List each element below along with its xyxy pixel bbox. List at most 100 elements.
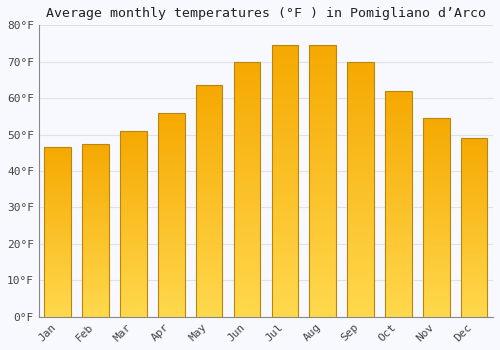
- Bar: [385, 111, 411, 113]
- Bar: [385, 204, 411, 206]
- Bar: [234, 312, 260, 314]
- Bar: [120, 270, 146, 272]
- Bar: [348, 251, 374, 253]
- Bar: [423, 122, 450, 124]
- Bar: [44, 191, 71, 193]
- Bar: [82, 144, 109, 317]
- Bar: [310, 227, 336, 230]
- Bar: [158, 253, 184, 256]
- Bar: [82, 218, 109, 220]
- Bar: [348, 156, 374, 159]
- Bar: [310, 178, 336, 181]
- Bar: [272, 111, 298, 113]
- Bar: [158, 180, 184, 182]
- Bar: [82, 256, 109, 258]
- Bar: [158, 166, 184, 168]
- Bar: [272, 176, 298, 178]
- Bar: [423, 214, 450, 216]
- Bar: [385, 159, 411, 161]
- Bar: [196, 130, 222, 132]
- Bar: [158, 307, 184, 309]
- Bar: [348, 151, 374, 154]
- Bar: [310, 238, 336, 241]
- Bar: [44, 156, 71, 158]
- Bar: [272, 64, 298, 67]
- Bar: [158, 133, 184, 135]
- Bar: [44, 307, 71, 308]
- Bar: [120, 256, 146, 257]
- Bar: [310, 292, 336, 295]
- Bar: [234, 202, 260, 204]
- Bar: [158, 272, 184, 274]
- Bar: [348, 154, 374, 156]
- Bar: [348, 215, 374, 217]
- Bar: [348, 85, 374, 87]
- Bar: [234, 207, 260, 210]
- Bar: [120, 190, 146, 192]
- Bar: [158, 301, 184, 302]
- Bar: [272, 233, 298, 235]
- Bar: [120, 304, 146, 306]
- Bar: [272, 281, 298, 284]
- Bar: [310, 116, 336, 119]
- Bar: [44, 186, 71, 188]
- Bar: [44, 308, 71, 310]
- Bar: [423, 180, 450, 182]
- Bar: [196, 125, 222, 127]
- Bar: [158, 292, 184, 294]
- Bar: [44, 190, 71, 191]
- Bar: [272, 67, 298, 70]
- Bar: [348, 212, 374, 215]
- Bar: [120, 257, 146, 259]
- Bar: [82, 277, 109, 279]
- Bar: [158, 256, 184, 258]
- Bar: [272, 284, 298, 287]
- Bar: [461, 192, 487, 194]
- Bar: [196, 285, 222, 287]
- Bar: [272, 254, 298, 257]
- Bar: [158, 137, 184, 139]
- Bar: [158, 127, 184, 129]
- Bar: [158, 250, 184, 252]
- Bar: [348, 225, 374, 228]
- Bar: [44, 278, 71, 280]
- Bar: [348, 113, 374, 115]
- Bar: [120, 200, 146, 202]
- Bar: [234, 199, 260, 202]
- Bar: [461, 290, 487, 292]
- Bar: [348, 144, 374, 146]
- Bar: [82, 315, 109, 317]
- Bar: [82, 275, 109, 277]
- Bar: [385, 278, 411, 281]
- Bar: [82, 284, 109, 286]
- Bar: [82, 274, 109, 275]
- Bar: [82, 220, 109, 222]
- Bar: [234, 72, 260, 75]
- Bar: [82, 144, 109, 146]
- Bar: [120, 183, 146, 185]
- Bar: [423, 118, 450, 120]
- Bar: [44, 242, 71, 244]
- Bar: [196, 287, 222, 289]
- Bar: [461, 167, 487, 169]
- Bar: [310, 94, 336, 97]
- Bar: [423, 211, 450, 214]
- Bar: [196, 185, 222, 187]
- Bar: [196, 153, 222, 155]
- Bar: [272, 170, 298, 173]
- Bar: [385, 174, 411, 177]
- Bar: [120, 162, 146, 164]
- Bar: [196, 215, 222, 217]
- Bar: [423, 198, 450, 199]
- Bar: [423, 128, 450, 130]
- Bar: [272, 138, 298, 140]
- Bar: [82, 260, 109, 261]
- Bar: [120, 196, 146, 198]
- Bar: [82, 296, 109, 298]
- Bar: [423, 265, 450, 267]
- Bar: [158, 211, 184, 213]
- Bar: [272, 127, 298, 130]
- Bar: [234, 222, 260, 225]
- Bar: [44, 180, 71, 181]
- Bar: [234, 182, 260, 184]
